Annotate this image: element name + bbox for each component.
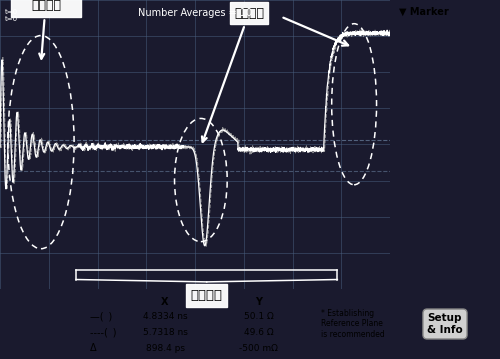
Text: Setup
& Info: Setup & Info [427, 313, 463, 335]
Text: —( ): —( ) [90, 312, 112, 322]
Text: 50.1 Ω: 50.1 Ω [244, 312, 274, 322]
Text: 49.6 Ω: 49.6 Ω [244, 328, 274, 337]
Text: ▼ Marker: ▼ Marker [399, 7, 448, 17]
Text: Y: Y [256, 297, 262, 307]
Text: 5.7318 ns: 5.7318 ns [142, 328, 188, 337]
Text: X: X [161, 297, 169, 307]
Text: Number Averages = 10: Number Averages = 10 [138, 8, 252, 18]
Text: * Establishing
Reference Plane
is recommended: * Establishing Reference Plane is recomm… [321, 309, 385, 339]
Text: -500 mΩ: -500 mΩ [240, 344, 278, 353]
Text: SMAコネクタ
実装部位: SMAコネクタ 実装部位 [16, 0, 76, 59]
Text: 配線領域: 配線領域 [190, 289, 222, 302]
Text: ----( ): ----( ) [90, 327, 117, 337]
Text: 4.8334 ns: 4.8334 ns [142, 312, 188, 322]
Text: 曲げ部分: 曲げ部分 [202, 6, 264, 142]
Text: 898.4 ps: 898.4 ps [146, 344, 184, 353]
Text: t=0
t=0: t=0 t=0 [5, 9, 18, 22]
Text: Δ: Δ [90, 344, 96, 354]
